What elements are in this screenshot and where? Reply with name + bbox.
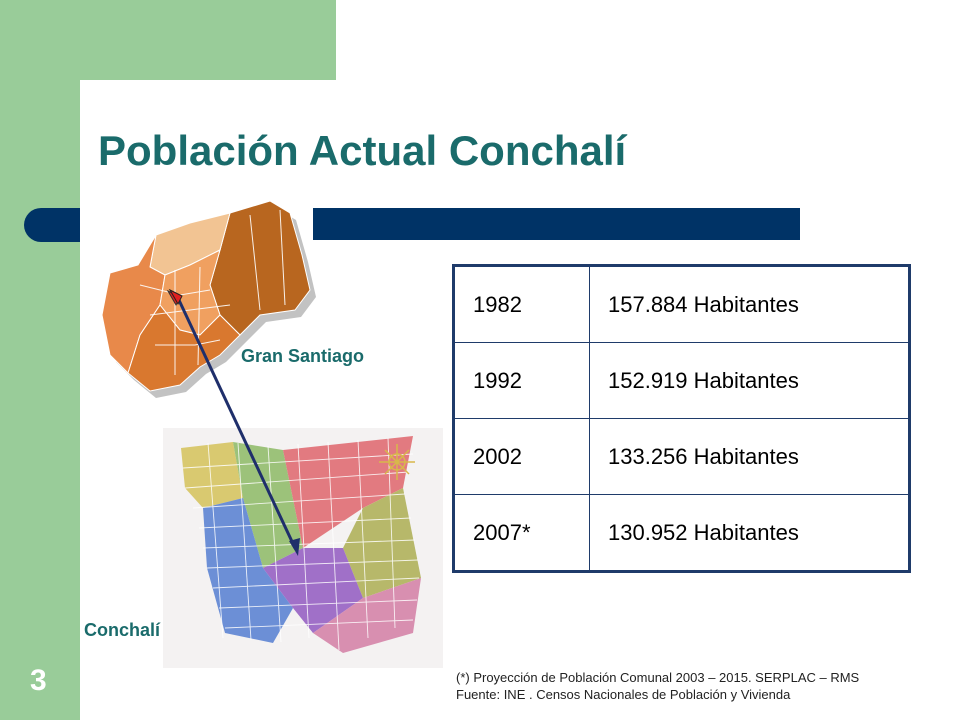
compass-rose-icon [379,444,415,480]
population-cell: 130.952 Habitantes [589,494,910,572]
footnote-source: Fuente: INE . Censos Nacionales de Pobla… [456,687,791,702]
gs-map-south [127,304,241,392]
table-row: 1982 157.884 Habitantes [453,265,910,343]
footnote-projection: (*) Proyección de Población Comunal 2003… [456,670,860,685]
conchali-district-olive [343,488,421,598]
conchali-district-red [283,436,413,548]
conchali-map [163,428,443,668]
conchali-district-purple [263,548,363,633]
table-row: 2007* 130.952 Habitantes [453,494,910,572]
left-green-band [0,0,80,720]
slide-title: Población Actual Conchalí [98,127,627,174]
year-cell: 2007* [453,494,590,572]
conchali-district-yellow [181,442,243,508]
footnote: (*) Proyección de Población Comunal 2003… [456,669,859,703]
year-cell: 1992 [453,342,590,419]
population-table: 1982 157.884 Habitantes 1992 152.919 Hab… [452,264,911,573]
top-green-band [0,0,336,80]
population-cell: 157.884 Habitantes [589,265,910,343]
gran-santiago-label: Gran Santiago [241,346,365,366]
slide-number: 3 [30,664,47,697]
table-row: 2002 133.256 Habitantes [453,418,910,495]
population-cell: 133.256 Habitantes [589,418,910,495]
title-underline-left [24,208,80,242]
conchali-district-green [233,442,303,568]
conchali-label: Conchalí [84,620,161,640]
gran-santiago-map [101,200,316,398]
table-row: 1992 152.919 Habitantes [453,342,910,419]
population-cell: 152.919 Habitantes [589,342,910,419]
conchali-district-blue [203,498,293,643]
title-underline-bar [313,208,800,240]
year-cell: 2002 [453,418,590,495]
year-cell: 1982 [453,265,590,343]
